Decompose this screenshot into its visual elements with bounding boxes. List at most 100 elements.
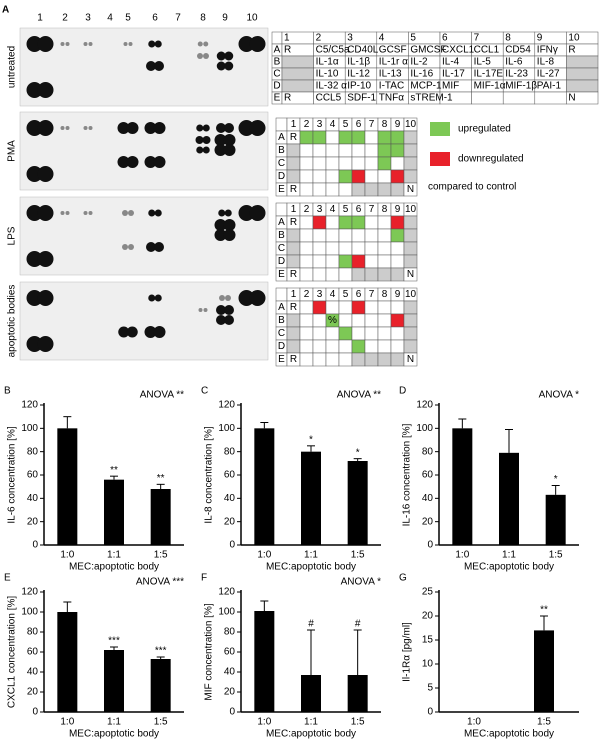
y-tick-label: 120 <box>21 587 38 598</box>
column-header: 6 <box>356 204 362 215</box>
table-cell <box>338 339 353 354</box>
y-tick-label: 80 <box>27 446 39 457</box>
table-cell <box>403 339 418 354</box>
table-cell <box>377 267 392 282</box>
y-tick-label: 100 <box>416 423 433 434</box>
bar <box>150 489 171 545</box>
cell-text: N <box>568 93 575 104</box>
y-tick-label: 10 <box>422 659 434 670</box>
table-cell <box>403 241 418 256</box>
y-tick-label: 120 <box>416 400 433 411</box>
bar <box>57 428 78 545</box>
blot-spot <box>202 146 210 154</box>
table-cell <box>338 156 353 171</box>
condition-label: untreated <box>7 46 18 88</box>
table-cell <box>403 254 418 269</box>
y-tick-label: 15 <box>422 635 434 646</box>
cell-text: IFNγ <box>537 45 558 56</box>
panel-label: D <box>399 386 406 397</box>
column-header: 5 <box>343 119 349 130</box>
column-header: 3 <box>317 204 323 215</box>
blot-spot <box>128 244 134 250</box>
blot-spot <box>148 209 156 217</box>
blot-spot <box>225 295 231 301</box>
table-cell <box>312 313 327 328</box>
table-cell <box>390 254 405 269</box>
row-header: B <box>278 145 285 156</box>
table-cell <box>351 352 366 367</box>
column-header: 4 <box>330 204 336 215</box>
x-tick-label: 1:5 <box>537 717 551 728</box>
table-cell <box>325 267 340 282</box>
table-cell <box>312 267 327 282</box>
y-tick-label: 100 <box>21 607 38 618</box>
blot-spot <box>128 42 133 46</box>
table-cell <box>299 241 314 256</box>
cell-text: CCL1 <box>474 45 500 56</box>
table-cell <box>299 267 314 282</box>
cell-text: IL-32 α <box>316 81 348 92</box>
significance-label: * <box>554 474 558 485</box>
column-header: 5 <box>410 33 416 44</box>
blot-spot <box>26 251 43 267</box>
panel-label: C <box>201 386 208 397</box>
row-header: B <box>278 315 285 326</box>
chart-title: ANOVA ** <box>337 390 381 401</box>
blot-spot <box>238 205 255 221</box>
x-tick-label: 1:5 <box>154 550 168 561</box>
column-header: 6 <box>356 119 362 130</box>
table-cell <box>299 143 314 158</box>
table-cell <box>390 182 405 197</box>
blot-spot <box>83 211 88 215</box>
blot-spot <box>37 205 54 221</box>
table-cell <box>351 313 366 328</box>
blot-spot <box>224 209 232 217</box>
column-number: 6 <box>152 13 158 24</box>
table-cell <box>325 352 340 367</box>
table-cell <box>338 241 353 256</box>
x-axis-label: MEC:apoptotic body <box>69 729 159 739</box>
row-header: A <box>274 45 281 56</box>
y-tick-label: 60 <box>422 470 434 481</box>
x-tick-label: 1:1 <box>304 717 318 728</box>
bar <box>301 451 321 545</box>
column-header: 7 <box>369 119 375 130</box>
column-header: 8 <box>382 204 388 215</box>
table-cell <box>299 169 314 184</box>
table-cell <box>403 313 418 328</box>
row-header: C <box>278 243 285 254</box>
blot-spot <box>65 211 70 215</box>
x-axis-label: MEC:apoptotic body <box>464 729 554 739</box>
panel-label: F <box>201 573 207 584</box>
significance-label: *** <box>108 636 120 647</box>
table-cell <box>390 228 405 243</box>
y-tick-label: 40 <box>422 493 434 504</box>
y-axis-label: IL-6 concentration [%] <box>7 426 18 523</box>
chart-title: ANOVA * <box>539 390 579 401</box>
panel-label: G <box>399 573 407 584</box>
x-tick-label: 1:1 <box>304 550 318 561</box>
table-cell <box>312 169 327 184</box>
y-tick-label: 0 <box>427 540 433 551</box>
y-tick-label: 25 <box>422 587 434 598</box>
cell-text: SDF-1 <box>347 93 376 104</box>
row-header: E <box>278 354 285 365</box>
table-cell <box>377 339 392 354</box>
table-cell <box>377 182 392 197</box>
significance-label: *** <box>155 646 167 657</box>
y-tick-label: 60 <box>224 647 236 658</box>
y-tick-label: 40 <box>27 667 39 678</box>
blot-spot <box>223 134 236 146</box>
column-header: 4 <box>379 33 385 44</box>
table-cell <box>299 156 314 171</box>
table-cell <box>364 228 379 243</box>
table-cell <box>403 169 418 184</box>
panel-label: A <box>2 5 9 16</box>
column-header: 10 <box>405 119 417 130</box>
blot-spot <box>154 209 162 217</box>
cell-text: R <box>290 184 297 195</box>
cell-text: CD40L <box>347 45 379 56</box>
blot-spot <box>196 124 204 132</box>
column-header: 10 <box>568 33 580 44</box>
cell-text: sTREM-1 <box>410 93 453 104</box>
